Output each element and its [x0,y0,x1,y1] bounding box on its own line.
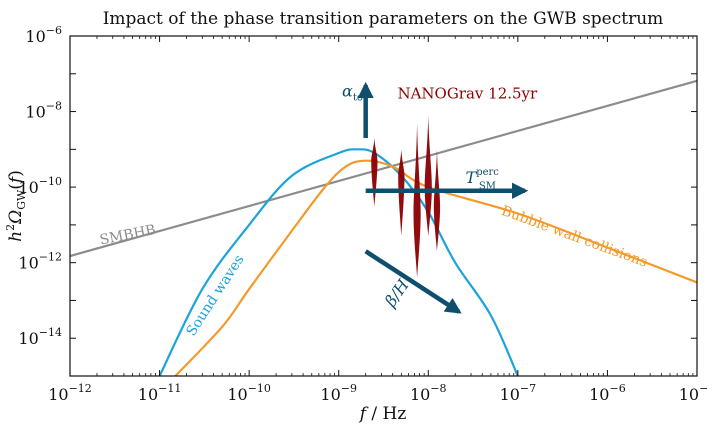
y-tick-label: 10−10 [18,175,62,197]
alpha-arrow-label: αtot [342,82,367,104]
x-axis-label: f / Hz [358,404,407,424]
x-tick-label: 10−8 [410,382,447,404]
plot-data-layer [70,79,697,376]
series-line-sound-waves [158,148,519,376]
smbhb-label: SMBHB [98,222,157,249]
temperature-arrow-label: Tperc SM [466,167,500,192]
nanograv-label: NANOGrav 12.5yr [397,85,538,103]
nanograv-violin-1 [371,137,378,207]
axis-ticks: 10−12 10−11 10−10 10−9 10−8 10−7 10−6 10−5 10−6 1… [18,24,707,404]
annotation-layer: NANOGrav 12.5yr SMBHB Sound waves Bubble wa… [98,82,649,340]
chart-title: Impact of the phase transition parameter… [103,9,664,29]
y-tick-label: 10−14 [18,326,62,348]
x-tick-label: 10−11 [138,382,182,404]
plot-frame [69,35,698,377]
nanograv-violin-5 [433,149,441,252]
x-tick-label: 10−12 [48,382,92,404]
nanograv-violin-3 [413,122,421,278]
nanograv-violin-4 [424,115,432,237]
sound-waves-label: Sound waves [183,252,247,339]
x-tick-label: 10−7 [500,382,537,404]
y-axis-label: h2ΩGW(f) [4,170,28,242]
x-tick-label: 10−9 [320,382,357,404]
x-tick-label: 10−10 [227,382,271,404]
y-tick-label: 10−12 [18,251,62,273]
x-tick-label: 10−6 [589,382,626,404]
x-tick-label: 10−5 [679,382,707,404]
bubble-wall-label: Bubble wall collisions [499,203,649,271]
beta-arrow [364,249,462,314]
y-tick-label: 10−8 [25,100,62,122]
series-line-smbhb [70,79,697,258]
series-line-bubble-wall-collisions [174,159,697,376]
y-tick-label: 10−6 [25,24,62,46]
